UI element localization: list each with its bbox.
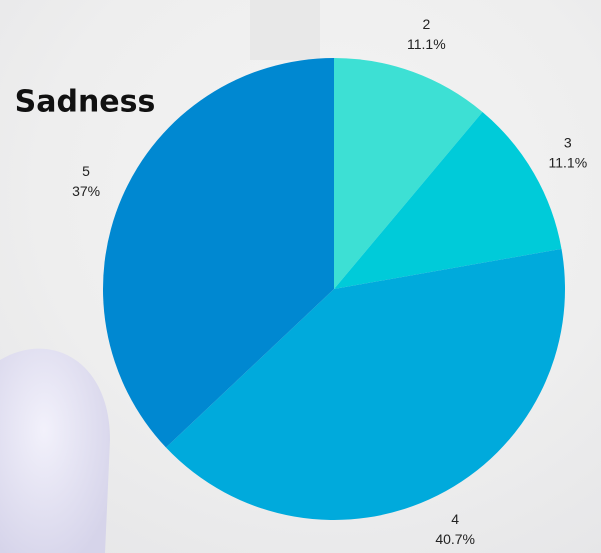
pie-slice bbox=[334, 58, 483, 289]
pie-slice bbox=[334, 112, 562, 289]
slice-value-label: 37% bbox=[72, 183, 100, 199]
slice-category-label: 2 bbox=[422, 16, 430, 32]
pie-slice bbox=[165, 248, 565, 521]
chart-title: Sadness bbox=[15, 85, 156, 120]
slice-category-label: 5 bbox=[82, 163, 90, 179]
slice-value-label: 11.1% bbox=[407, 36, 446, 52]
background-blur bbox=[250, 0, 320, 60]
background-hat bbox=[0, 348, 110, 553]
slice-value-label: 11.1% bbox=[548, 155, 587, 171]
pie-slice bbox=[103, 58, 335, 448]
slice-value-label: 40.7% bbox=[435, 531, 475, 547]
slice-category-label: 4 bbox=[451, 511, 459, 527]
slice-category-label: 3 bbox=[564, 135, 572, 151]
